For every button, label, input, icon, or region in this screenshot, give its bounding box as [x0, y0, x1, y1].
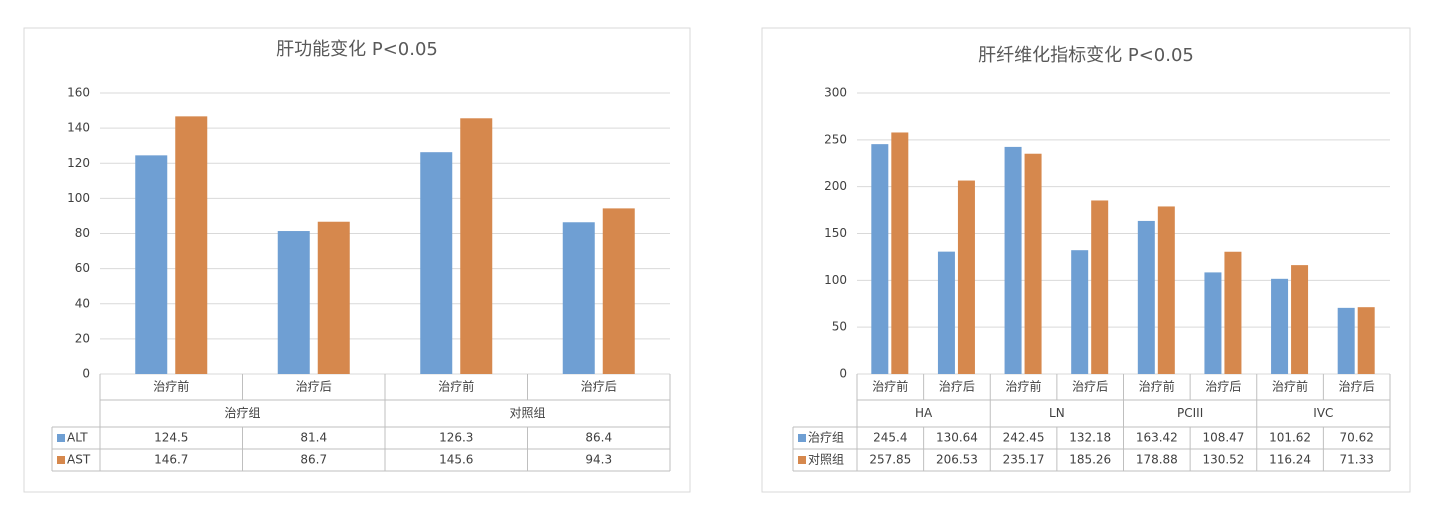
table-value: 126.3 [439, 431, 473, 445]
legend-label: 治疗组 [808, 431, 844, 445]
legend-swatch [798, 434, 806, 442]
bar [317, 221, 350, 374]
table-value: 71.33 [1340, 453, 1374, 467]
table-value: 130.64 [936, 431, 978, 445]
x-tick-label: 治疗后 [939, 380, 975, 394]
chart-title: 肝功能变化 P<0.05 [276, 39, 438, 60]
y-tick-label: 140 [67, 121, 90, 135]
bar [1291, 265, 1309, 374]
table-value: 146.7 [154, 453, 188, 467]
bar [1137, 220, 1155, 374]
bar [277, 231, 310, 374]
bar [1071, 250, 1089, 374]
bar [1204, 272, 1222, 374]
y-tick-label: 120 [67, 156, 90, 170]
bar [175, 116, 208, 374]
legend-label: 对照组 [808, 453, 844, 467]
chart-title: 肝纤维化指标变化 P<0.05 [978, 45, 1194, 66]
y-tick-label: 60 [75, 261, 90, 275]
x-tick-label: 治疗前 [1139, 379, 1175, 394]
bar [1004, 146, 1022, 374]
x-tick-label: 治疗后 [1339, 380, 1375, 394]
table-value: 132.18 [1069, 431, 1111, 445]
y-tick-label: 250 [824, 132, 847, 146]
table-value: 101.62 [1269, 431, 1311, 445]
legend-swatch [57, 434, 65, 442]
bar [1271, 278, 1289, 374]
bar [1024, 153, 1042, 374]
y-tick-label: 80 [75, 226, 90, 240]
group-label: IVC [1313, 406, 1333, 420]
bar [937, 251, 955, 374]
bar [1157, 206, 1175, 374]
table-value: 185.26 [1069, 453, 1111, 467]
table-value: 206.53 [936, 453, 978, 467]
y-tick-label: 150 [824, 226, 847, 240]
table-value: 86.4 [585, 431, 612, 445]
bar [1337, 307, 1355, 374]
x-tick-label: 治疗后 [581, 380, 617, 394]
group-label: LN [1049, 406, 1065, 420]
x-tick-label: 治疗后 [296, 380, 332, 394]
y-tick-label: 50 [832, 320, 847, 334]
table-value: 257.85 [869, 453, 911, 467]
x-tick-label: 治疗前 [438, 379, 474, 394]
bar [420, 152, 453, 374]
legend-swatch [798, 456, 806, 464]
y-tick-label: 300 [824, 86, 847, 100]
y-tick-label: 160 [67, 86, 90, 100]
y-tick-label: 0 [82, 367, 90, 381]
bar [1224, 251, 1242, 374]
legend-swatch [57, 456, 65, 464]
bar [1091, 200, 1109, 374]
y-tick-label: 40 [75, 296, 90, 310]
x-tick-label: 治疗后 [1205, 380, 1241, 394]
table-value: 130.52 [1202, 453, 1244, 467]
x-tick-label: 治疗前 [1006, 379, 1042, 394]
bar [135, 155, 168, 374]
y-tick-label: 100 [67, 191, 90, 205]
table-value: 86.7 [300, 453, 327, 467]
bar [1357, 307, 1375, 374]
bar [602, 208, 635, 374]
x-tick-label: 治疗后 [1072, 380, 1108, 394]
table-value: 242.45 [1003, 431, 1045, 445]
bar [460, 118, 493, 374]
x-tick-label: 治疗前 [1272, 379, 1308, 394]
group-label: PCIII [1177, 406, 1203, 420]
y-tick-label: 20 [75, 331, 90, 345]
bar [871, 144, 889, 374]
table-value: 116.24 [1269, 453, 1311, 467]
table-value: 145.6 [439, 453, 473, 467]
table-value: 124.5 [154, 431, 188, 445]
x-tick-label: 治疗前 [872, 379, 908, 394]
table-value: 94.3 [585, 453, 612, 467]
bar [891, 132, 909, 374]
table-value: 163.42 [1136, 431, 1178, 445]
group-label: 对照组 [509, 406, 545, 420]
legend-label: AST [67, 453, 91, 467]
legend-label: ALT [67, 431, 88, 445]
table-value: 81.4 [300, 431, 327, 445]
x-tick-label: 治疗前 [153, 379, 189, 394]
bar [562, 222, 595, 374]
y-tick-label: 200 [824, 179, 847, 193]
table-value: 70.62 [1340, 431, 1374, 445]
table-value: 108.47 [1202, 431, 1244, 445]
table-value: 235.17 [1003, 453, 1045, 467]
bar [957, 180, 975, 374]
table-value: 178.88 [1136, 453, 1178, 467]
y-tick-label: 0 [839, 367, 847, 381]
y-tick-label: 100 [824, 273, 847, 287]
table-value: 245.4 [873, 431, 907, 445]
group-label: HA [915, 406, 933, 420]
group-label: 治疗组 [224, 406, 260, 420]
